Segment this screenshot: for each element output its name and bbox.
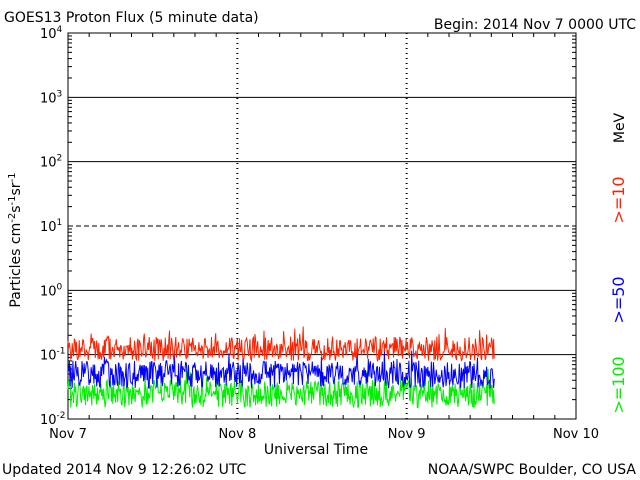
legend-item: >=50 xyxy=(609,276,628,323)
y-axis-label-text: Particles cm-2s-1sr-1 xyxy=(7,172,25,307)
y-tick-labels: 104 103 102 101 100 10-1 10-2 xyxy=(40,25,66,428)
x-axis-label: Universal Time xyxy=(264,442,368,458)
y-tick-label: 102 xyxy=(40,154,62,171)
y-axis-label: Particles cm-2s-1sr-1 xyxy=(7,172,25,307)
y-tick-label: 104 xyxy=(40,25,63,42)
legend-item: >=10 xyxy=(609,176,628,223)
begin-time-label: Begin: 2014 Nov 7 0000 UTC xyxy=(434,17,636,33)
legend-label: >=100 xyxy=(609,356,628,413)
series-ge10 xyxy=(67,326,495,363)
x-tick-labels: Nov 7 Nov 8 Nov 9 Nov 10 xyxy=(49,427,599,442)
x-tick-label: Nov 8 xyxy=(218,427,256,442)
legend: >=10 >=50 >=100 MeV xyxy=(609,112,628,413)
units-label-text: MeV xyxy=(612,112,628,143)
units-label: MeV xyxy=(612,112,628,143)
x-tick-label: Nov 10 xyxy=(553,427,599,442)
y-tick-label: 101 xyxy=(40,218,62,235)
updated-timestamp: Updated 2014 Nov 9 12:26:02 UTC xyxy=(2,462,247,478)
x-tick-label: Nov 7 xyxy=(49,427,87,442)
credit-label: NOAA/SWPC Boulder, CO USA xyxy=(428,462,637,478)
x-tick-label: Nov 9 xyxy=(388,427,426,442)
legend-label: >=10 xyxy=(609,176,628,223)
chart-title: GOES13 Proton Flux (5 minute data) xyxy=(4,10,259,26)
y-tick-label: 103 xyxy=(40,89,62,106)
series-ge50 xyxy=(67,350,495,390)
grid-lines xyxy=(68,33,576,419)
legend-label: >=50 xyxy=(609,276,628,323)
y-tick-label: 100 xyxy=(40,282,63,299)
legend-item: >=100 xyxy=(609,356,628,413)
series-ge100 xyxy=(67,368,495,409)
y-tick-label: 10-2 xyxy=(40,411,66,428)
series-layer xyxy=(67,326,495,409)
y-tick-label: 10-1 xyxy=(40,347,66,364)
